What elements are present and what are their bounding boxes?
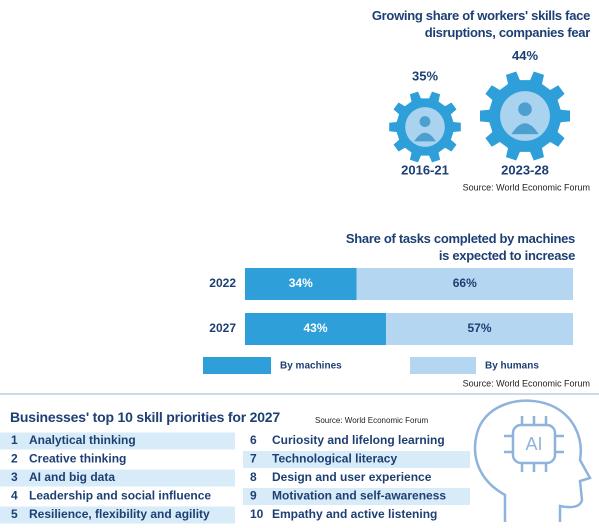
value-label: 66% [453, 276, 477, 290]
skill-number: 6 [250, 433, 257, 447]
skill-label: Resilience, flexibility and agility [29, 507, 210, 521]
skill-number: 4 [11, 489, 18, 503]
skill-number: 5 [11, 507, 18, 521]
skill-label: Empathy and active listening [272, 507, 437, 521]
value-label: 34% [289, 276, 313, 290]
gear-chart-title: Growing share of workers' skills face di… [371, 8, 590, 40]
skill-label: Leadership and social influence [29, 489, 211, 503]
legend-swatch [203, 357, 271, 374]
bar-chart-title: Share of tasks completed by machines is … [345, 231, 575, 263]
source: Source: World Economic Forum [463, 182, 590, 192]
skill-label: Motivation and self-awareness [272, 489, 446, 503]
category-label: 2022 [209, 276, 236, 290]
legend-swatch [410, 357, 476, 374]
bar-segment [356, 268, 573, 300]
category-label: 2016-21 [401, 162, 449, 177]
skill-number: 9 [250, 489, 257, 503]
skill-label: Curiosity and lifelong learning [272, 433, 445, 447]
row-highlight [0, 432, 235, 450]
skills-title: Businesses' top 10 skill priorities for … [10, 409, 280, 425]
skill-number: 8 [250, 470, 257, 484]
skill-number: 1 [11, 433, 18, 447]
row-highlight [243, 451, 470, 468]
gear [389, 91, 461, 163]
legend-label: By humans [485, 361, 539, 372]
gear-hole [405, 107, 445, 147]
gear [480, 71, 570, 161]
person-head [419, 116, 431, 127]
legend-label: By machines [280, 361, 342, 372]
bar-segment [386, 313, 573, 345]
skill-label: Technological literacy [272, 452, 397, 466]
row-highlight [0, 469, 235, 487]
row-highlight [0, 506, 235, 524]
bar-segment [245, 313, 387, 345]
person-body [414, 132, 436, 142]
ai-head-icon [473, 399, 592, 522]
skill-number: 3 [11, 470, 18, 484]
source: Source: World Economic Forum [463, 378, 590, 388]
skill-label: Design and user experience [272, 470, 432, 484]
value-label: 57% [468, 321, 492, 335]
category-label: 2023-28 [501, 162, 549, 177]
category-label: 2027 [209, 321, 236, 335]
row-highlight [243, 488, 470, 505]
skill-label: Creative thinking [29, 452, 126, 466]
skill-label: Analytical thinking [29, 433, 136, 447]
ai-icon-text: AI [525, 434, 542, 454]
value-label: 43% [304, 321, 328, 335]
person-body [511, 123, 539, 135]
skills-source: Source: World Economic Forum [315, 416, 429, 425]
value-label: 44% [512, 48, 538, 63]
skill-number: 10 [250, 507, 264, 521]
bar-segment [245, 268, 357, 300]
person-head [518, 102, 532, 117]
skill-label: AI and big data [29, 470, 115, 484]
value-label: 35% [412, 68, 438, 83]
skill-number: 2 [11, 452, 18, 466]
skill-number: 7 [250, 452, 257, 466]
